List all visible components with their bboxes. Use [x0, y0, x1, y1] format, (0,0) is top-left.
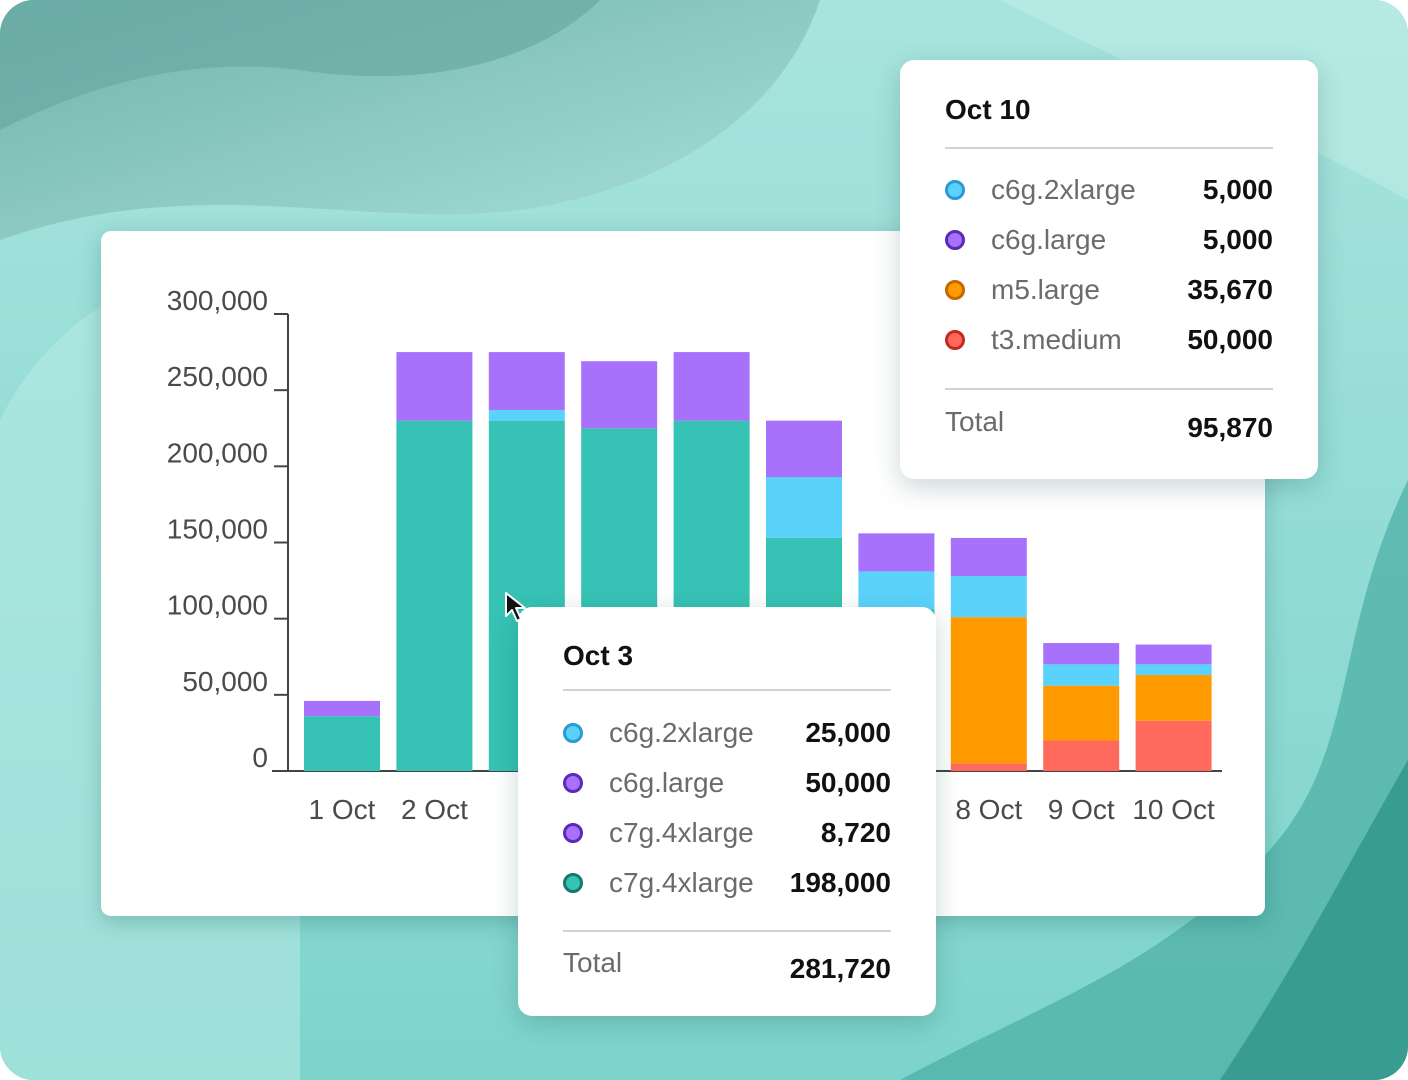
- bar-segment-t3-medium: [950, 763, 1027, 771]
- bar-segment-m5-large: [1135, 675, 1212, 721]
- bar-segment-c6g-large: [581, 361, 658, 429]
- tooltip-row: c6g.2xlarge 5,000: [945, 172, 1273, 212]
- bar-segment-c6g-large: [673, 352, 750, 421]
- bar-segment-c6g-2xlarge: [488, 409, 565, 421]
- tooltip-row: c6g.2xlarge 25,000: [563, 715, 891, 755]
- bar-segment-c6g-large: [858, 533, 935, 572]
- m5-large-legend-dot-icon: [945, 280, 965, 300]
- bar-segment-c6g-large: [304, 700, 380, 717]
- tooltip-oct-3: Oct 3 c6g.2xlarge 25,000 c6g.large 50,00…: [518, 607, 936, 1016]
- tooltip-oct-10: Oct 10 c6g.2xlarge 5,000 c6g.large 5,000…: [900, 60, 1318, 479]
- y-tick-label: 200,000: [167, 437, 268, 468]
- divider: [563, 689, 891, 691]
- tooltip-row: c6g.large 5,000: [945, 222, 1273, 262]
- row-value: 8,720: [820, 817, 891, 848]
- row-label: t3.medium: [991, 324, 1122, 355]
- row-label: c6g.large: [609, 767, 725, 798]
- total-value: 281,720: [789, 953, 891, 984]
- bar-segment-t3-medium: [1043, 740, 1120, 771]
- tooltip-title: Oct 10: [945, 94, 1031, 125]
- row-label: c6g.large: [991, 224, 1107, 255]
- c6g-2xlarge-legend-dot-icon: [563, 723, 583, 743]
- y-tick-label: 50,000: [182, 666, 268, 697]
- divider: [945, 147, 1273, 149]
- bar-segment-m5-large: [950, 617, 1027, 764]
- y-tick-label: 250,000: [167, 361, 268, 392]
- total-label: Total: [563, 947, 623, 978]
- row-value: 35,670: [1187, 274, 1273, 305]
- row-label: c7g.4xlarge: [609, 817, 754, 848]
- bar-segment-c6g-large: [396, 352, 473, 421]
- bar-segment-c6g-2xlarge: [1043, 664, 1120, 686]
- x-tick-label: 10 Oct: [1132, 794, 1215, 825]
- bar-segment-c6g-large: [1043, 643, 1120, 665]
- row-label: c6g.2xlarge: [991, 174, 1136, 205]
- bar-segment-t3-medium: [1135, 720, 1212, 771]
- c7g-4xlarge-legend-dot-icon: [563, 823, 583, 843]
- total-value: 95,870: [1187, 412, 1273, 443]
- bar-segment-c6g-2xlarge: [766, 476, 842, 538]
- bar-segment-c7g-4xlarge: [304, 716, 380, 771]
- row-label: c7g.4xlarge: [609, 867, 754, 898]
- row-value: 198,000: [789, 867, 891, 898]
- y-tick-label: 100,000: [167, 590, 268, 621]
- divider: [563, 930, 891, 932]
- mouse-pointer-icon: [505, 592, 526, 622]
- row-value: 5,000: [1202, 174, 1273, 205]
- total-label: Total: [945, 406, 1005, 437]
- y-tick-label: 300,000: [167, 285, 268, 316]
- row-label: c6g.2xlarge: [609, 717, 754, 748]
- c6g-large-legend-dot-icon: [563, 773, 583, 793]
- bar-segment-c6g-2xlarge: [950, 576, 1027, 618]
- row-label: m5.large: [991, 274, 1100, 305]
- bar-segment-c7g-4xlarge: [396, 420, 473, 771]
- c6g-large-legend-dot-icon: [945, 230, 965, 250]
- x-tick-label: 2 Oct: [401, 794, 468, 825]
- bar-segment-c6g-large: [1135, 644, 1212, 665]
- c6g-2xlarge-legend-dot-icon: [945, 180, 965, 200]
- bar-segment-c6g-2xlarge: [858, 571, 935, 610]
- bar-segment-m5-large: [1043, 685, 1120, 741]
- x-tick-label: 8 Oct: [955, 794, 1022, 825]
- tooltip-row: c7g.4xlarge 8,720: [563, 815, 891, 855]
- bar-segment-c6g-large: [950, 537, 1027, 577]
- row-value: 50,000: [805, 767, 891, 798]
- tooltip-row: c7g.4xlarge 198,000: [563, 865, 891, 905]
- bar-segment-c6g-2xlarge: [1135, 664, 1212, 676]
- bar-segment-c6g-large: [766, 420, 842, 477]
- tooltip-row: c6g.large 50,000: [563, 765, 891, 805]
- y-tick-label: 150,000: [167, 514, 268, 545]
- c7g-4xlarge-legend-dot-icon: [563, 873, 583, 893]
- x-tick-label: 9 Oct: [1048, 794, 1115, 825]
- tooltip-title: Oct 3: [563, 640, 634, 671]
- row-value: 25,000: [805, 717, 891, 748]
- t3-medium-legend-dot-icon: [945, 330, 965, 350]
- y-tick-label: 0: [252, 742, 268, 773]
- row-value: 50,000: [1187, 324, 1273, 355]
- tooltip-row: t3.medium 50,000: [945, 322, 1273, 362]
- tooltip-row: m5.large 35,670: [945, 272, 1273, 312]
- row-value: 5,000: [1202, 224, 1273, 255]
- divider: [945, 388, 1273, 390]
- x-tick-label: 1 Oct: [309, 794, 376, 825]
- bar-segment-c6g-large: [488, 352, 565, 410]
